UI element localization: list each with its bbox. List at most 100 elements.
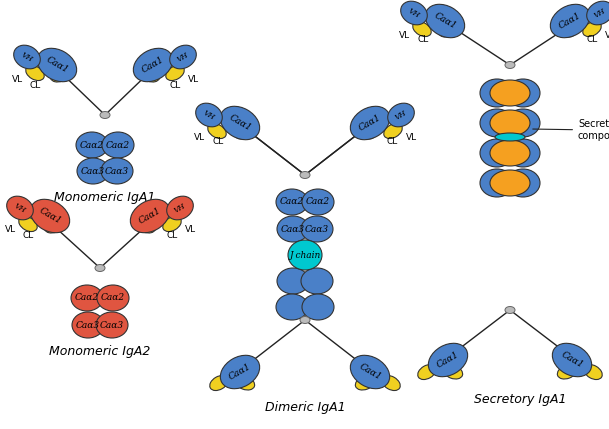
Ellipse shape [490, 110, 530, 136]
Text: Caα2: Caα2 [101, 293, 125, 302]
Text: VL: VL [398, 30, 410, 39]
Ellipse shape [505, 306, 515, 314]
Ellipse shape [356, 125, 376, 139]
Ellipse shape [163, 217, 181, 232]
Ellipse shape [220, 106, 259, 140]
Ellipse shape [100, 112, 110, 118]
Text: Caα1: Caα1 [140, 55, 166, 75]
Ellipse shape [506, 139, 540, 167]
Ellipse shape [220, 355, 259, 389]
Text: VH: VH [173, 202, 187, 214]
Text: Caα2: Caα2 [80, 141, 104, 149]
Ellipse shape [413, 21, 431, 36]
Text: Caα2: Caα2 [280, 197, 304, 206]
Ellipse shape [586, 1, 609, 25]
Text: Secretory
component: Secretory component [533, 119, 609, 141]
Text: VL: VL [605, 30, 609, 39]
Ellipse shape [167, 196, 193, 220]
Ellipse shape [235, 376, 255, 390]
Text: Caα1: Caα1 [44, 55, 69, 75]
Ellipse shape [195, 103, 222, 127]
Text: CL: CL [213, 138, 224, 146]
Ellipse shape [71, 285, 103, 311]
Text: Secretory IgA1: Secretory IgA1 [474, 393, 566, 407]
Ellipse shape [506, 109, 540, 137]
Ellipse shape [300, 172, 310, 178]
Text: VL: VL [194, 133, 205, 142]
Ellipse shape [77, 158, 109, 184]
Ellipse shape [302, 294, 334, 320]
Ellipse shape [277, 268, 309, 294]
Text: Monomeric IgA2: Monomeric IgA2 [49, 344, 150, 357]
Ellipse shape [584, 365, 602, 380]
Ellipse shape [72, 312, 104, 338]
Text: Caα3: Caα3 [105, 166, 129, 175]
Ellipse shape [277, 216, 309, 242]
Text: CL: CL [169, 81, 181, 90]
Ellipse shape [425, 4, 465, 38]
Text: VH: VH [19, 51, 34, 63]
Ellipse shape [76, 132, 108, 158]
Ellipse shape [480, 169, 514, 197]
Ellipse shape [551, 4, 590, 38]
Ellipse shape [95, 265, 105, 272]
Text: VL: VL [406, 133, 417, 142]
Text: VL: VL [188, 76, 199, 85]
Text: Caα3: Caα3 [76, 320, 100, 329]
Ellipse shape [443, 365, 463, 379]
Ellipse shape [505, 61, 515, 69]
Ellipse shape [301, 216, 333, 242]
Ellipse shape [37, 48, 77, 82]
Ellipse shape [300, 317, 310, 323]
Text: VH: VH [593, 6, 607, 19]
Text: Caα2: Caα2 [75, 293, 99, 302]
Ellipse shape [388, 103, 414, 127]
Text: VL: VL [4, 226, 16, 235]
Ellipse shape [30, 199, 69, 233]
Ellipse shape [96, 312, 128, 338]
Text: Caα3: Caα3 [100, 320, 124, 329]
Text: CL: CL [166, 230, 178, 239]
Ellipse shape [495, 133, 525, 141]
Text: VL: VL [12, 76, 23, 85]
Ellipse shape [583, 21, 601, 36]
Ellipse shape [557, 23, 576, 37]
Ellipse shape [552, 343, 592, 377]
Text: CL: CL [586, 34, 597, 43]
Ellipse shape [401, 1, 428, 25]
Text: VL: VL [185, 226, 195, 235]
Ellipse shape [19, 217, 37, 232]
Text: CL: CL [23, 230, 33, 239]
Ellipse shape [557, 365, 577, 379]
Ellipse shape [480, 139, 514, 167]
Text: Caα1: Caα1 [227, 113, 253, 133]
Text: VH: VH [176, 51, 190, 63]
Ellipse shape [350, 355, 390, 389]
Ellipse shape [166, 66, 185, 81]
Ellipse shape [26, 66, 44, 81]
Text: Caα1: Caα1 [557, 11, 583, 31]
Ellipse shape [490, 170, 530, 196]
Text: Caα3: Caα3 [281, 224, 305, 233]
Ellipse shape [276, 189, 308, 215]
Text: Caα1: Caα1 [435, 350, 460, 370]
Ellipse shape [208, 124, 227, 139]
Text: VH: VH [202, 109, 216, 121]
Ellipse shape [480, 79, 514, 107]
Text: VH: VH [394, 109, 408, 121]
Ellipse shape [288, 240, 322, 270]
Ellipse shape [382, 375, 400, 390]
Text: Caα1: Caα1 [137, 206, 163, 226]
Ellipse shape [130, 199, 170, 233]
Ellipse shape [302, 189, 334, 215]
Ellipse shape [506, 169, 540, 197]
Text: VH: VH [407, 6, 421, 19]
Ellipse shape [234, 125, 254, 139]
Text: Caα2: Caα2 [106, 141, 130, 149]
Text: Caα1: Caα1 [559, 350, 585, 370]
Ellipse shape [170, 45, 196, 69]
Text: Caα3: Caα3 [305, 224, 329, 233]
Ellipse shape [355, 376, 375, 390]
Text: Caα1: Caα1 [357, 362, 382, 382]
Ellipse shape [418, 365, 436, 380]
